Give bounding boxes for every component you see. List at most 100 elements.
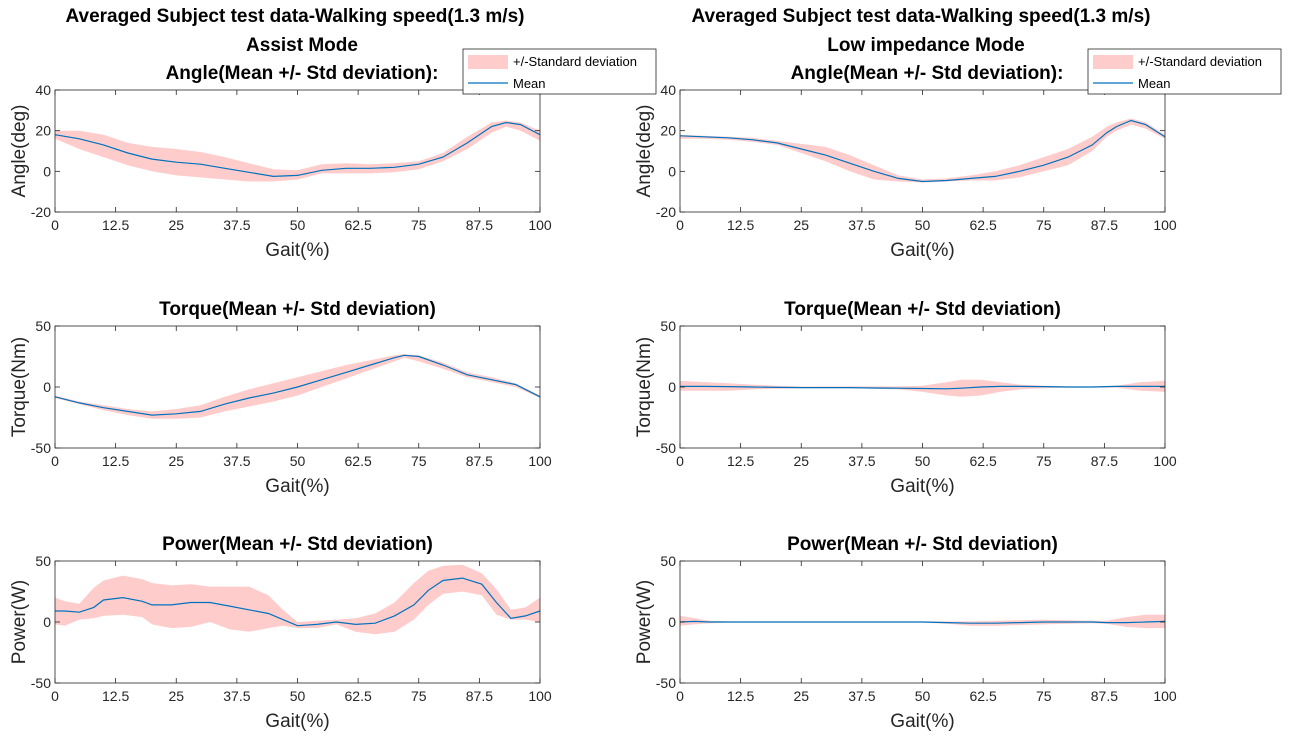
x-tick-label: 50 bbox=[915, 217, 931, 233]
y-tick-label: -20 bbox=[656, 204, 676, 220]
x-tick-label: 62.5 bbox=[345, 688, 372, 704]
x-tick-label: 50 bbox=[290, 453, 306, 469]
y-tick-label: -50 bbox=[656, 440, 676, 456]
x-tick-label: 75 bbox=[411, 217, 427, 233]
legend-band-label: +/-Standard deviation bbox=[1138, 54, 1262, 69]
x-tick-label: 25 bbox=[793, 217, 809, 233]
y-axis-label: Power(W) bbox=[634, 580, 655, 664]
x-tick-label: 62.5 bbox=[970, 453, 997, 469]
chart-panel-assist-torque: 0 12.5 25 37.5 50 62.5 75 87.5 100-50050Gait(%)T… bbox=[9, 299, 552, 497]
y-tick-label: -50 bbox=[31, 440, 51, 456]
chart-panel-assist-angle: 0 12.5 25 37.5 50 62.5 75 87.5 100-2002040Gait(%… bbox=[9, 48, 657, 261]
right-figure-title-line2: Low impedance Mode bbox=[827, 35, 1024, 56]
y-tick-label: -50 bbox=[656, 675, 676, 691]
y-axis-label: Power(W) bbox=[9, 580, 30, 664]
std-band-assist-angle bbox=[55, 120, 540, 182]
y-tick-label: 0 bbox=[43, 163, 51, 179]
x-tick-label: 62.5 bbox=[970, 217, 997, 233]
legend-band-label: +/-Standard deviation bbox=[513, 54, 637, 69]
mean-line-assist-angle bbox=[54, 121, 541, 178]
panel-title: Power(Mean +/- Std deviation) bbox=[162, 534, 433, 555]
x-tick-label: 100 bbox=[1153, 688, 1177, 704]
mean-line-assist-torque bbox=[54, 354, 541, 416]
std-band-low-angle bbox=[680, 118, 1165, 183]
y-axis-label: Torque(Nm) bbox=[9, 337, 30, 437]
legend-band-swatch bbox=[1093, 55, 1133, 69]
chart-panel-low-power: 0 12.5 25 37.5 50 62.5 75 87.5 100-50050Gait(%)P… bbox=[634, 534, 1177, 732]
x-tick-label: 37.5 bbox=[223, 453, 250, 469]
x-tick-label: 0 bbox=[676, 453, 684, 469]
x-tick-label: 25 bbox=[793, 688, 809, 704]
legend-mean-label: Mean bbox=[1138, 76, 1171, 91]
x-tick-label: 100 bbox=[528, 453, 552, 469]
x-tick-label: 50 bbox=[290, 217, 306, 233]
left-figure-title-line1: Averaged Subject test data-Walking speed… bbox=[66, 6, 525, 27]
x-axis-label: Gait(%) bbox=[890, 711, 954, 732]
x-tick-label: 25 bbox=[168, 217, 184, 233]
y-tick-label: 50 bbox=[660, 318, 676, 334]
chart-panel-low-torque: 0 12.5 25 37.5 50 62.5 75 87.5 100-50050Gait(%)T… bbox=[634, 299, 1177, 497]
x-tick-label: 87.5 bbox=[466, 217, 493, 233]
x-tick-label: 12.5 bbox=[102, 453, 129, 469]
y-tick-label: 50 bbox=[35, 318, 51, 334]
x-tick-label: 87.5 bbox=[466, 688, 493, 704]
y-axis-label: Angle(deg) bbox=[9, 105, 30, 198]
x-axis-label: Gait(%) bbox=[265, 476, 329, 497]
x-axis-label: Gait(%) bbox=[265, 711, 329, 732]
x-tick-label: 25 bbox=[168, 453, 184, 469]
y-tick-label: -20 bbox=[31, 204, 51, 220]
x-axis-label: Gait(%) bbox=[265, 240, 329, 261]
x-tick-label: 12.5 bbox=[727, 217, 754, 233]
x-tick-label: 12.5 bbox=[727, 453, 754, 469]
x-tick-label: 0 bbox=[676, 217, 684, 233]
x-tick-label: 75 bbox=[1036, 217, 1052, 233]
y-tick-label: 0 bbox=[43, 379, 51, 395]
x-tick-label: 50 bbox=[915, 688, 931, 704]
x-tick-label: 37.5 bbox=[848, 217, 875, 233]
x-tick-label: 0 bbox=[51, 453, 59, 469]
x-axis-label: Gait(%) bbox=[890, 240, 954, 261]
x-tick-label: 62.5 bbox=[345, 217, 372, 233]
panel-title: Torque(Mean +/- Std deviation) bbox=[784, 299, 1061, 320]
y-tick-label: 0 bbox=[43, 614, 51, 630]
x-tick-label: 50 bbox=[290, 688, 306, 704]
panel-title: Torque(Mean +/- Std deviation) bbox=[159, 299, 436, 320]
x-tick-label: 37.5 bbox=[223, 688, 250, 704]
x-tick-label: 12.5 bbox=[727, 688, 754, 704]
x-tick-label: 75 bbox=[1036, 453, 1052, 469]
x-tick-label: 100 bbox=[528, 688, 552, 704]
x-tick-label: 37.5 bbox=[848, 688, 875, 704]
x-tick-label: 37.5 bbox=[223, 217, 250, 233]
y-axis-label: Torque(Nm) bbox=[634, 337, 655, 437]
x-tick-label: 0 bbox=[51, 217, 59, 233]
legend-band-swatch bbox=[468, 55, 508, 69]
y-axis-label: Angle(deg) bbox=[634, 105, 655, 198]
x-tick-label: 37.5 bbox=[848, 453, 875, 469]
left-figure-title-line2: Assist Mode bbox=[246, 35, 358, 56]
y-tick-label: 50 bbox=[35, 553, 51, 569]
legend: +/-Standard deviation Mean bbox=[1087, 48, 1282, 95]
y-tick-label: 0 bbox=[668, 614, 676, 630]
panel-title: Angle(Mean +/- Std deviation): bbox=[791, 63, 1064, 84]
x-axis-label: Gait(%) bbox=[890, 476, 954, 497]
x-tick-label: 100 bbox=[528, 217, 552, 233]
mean-line-low-power bbox=[679, 620, 1166, 624]
y-tick-label: 40 bbox=[660, 82, 676, 98]
legend-mean-label: Mean bbox=[513, 76, 546, 91]
y-tick-label: 0 bbox=[668, 163, 676, 179]
x-tick-label: 87.5 bbox=[1091, 688, 1118, 704]
legend: +/-Standard deviation Mean bbox=[462, 48, 657, 95]
std-band-assist-power bbox=[55, 564, 540, 635]
x-tick-label: 62.5 bbox=[345, 453, 372, 469]
x-tick-label: 62.5 bbox=[970, 688, 997, 704]
x-tick-label: 25 bbox=[168, 688, 184, 704]
x-tick-label: 75 bbox=[411, 688, 427, 704]
x-tick-label: 25 bbox=[793, 453, 809, 469]
y-tick-label: 50 bbox=[660, 553, 676, 569]
mean-line-assist-power bbox=[55, 577, 541, 627]
x-tick-label: 87.5 bbox=[1091, 453, 1118, 469]
x-tick-label: 100 bbox=[1153, 453, 1177, 469]
x-tick-label: 0 bbox=[51, 688, 59, 704]
x-tick-label: 75 bbox=[1036, 688, 1052, 704]
